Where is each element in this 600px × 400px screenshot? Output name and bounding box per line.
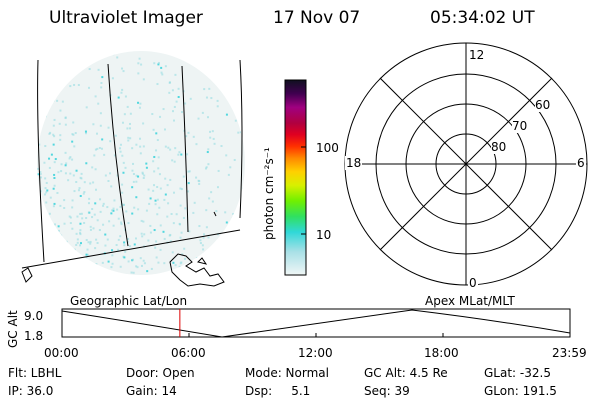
altitude-tick-bottom: 1.8 <box>24 329 44 343</box>
time-tick-label: 18:00 <box>424 346 459 360</box>
glat-status: GLat: -32.5 <box>484 366 551 380</box>
mode-status: Mode: Normal <box>245 366 329 380</box>
mlt-diagonal <box>379 77 553 251</box>
mlat-label: 70 <box>512 119 528 133</box>
observation-date: 17 Nov 07 <box>273 8 361 28</box>
seq-status: Seq: 39 <box>364 384 410 398</box>
filter-status: Flt: LBHL <box>8 366 62 380</box>
polar-mlat-mlt-plot <box>344 42 588 286</box>
altitude-curve <box>61 309 571 338</box>
altitude-axis-label: GC Alt <box>6 310 20 348</box>
mlt-label-noon: 12 <box>468 48 486 62</box>
altitude-timeline <box>61 308 571 338</box>
timeline-ticks <box>188 333 444 337</box>
mlt-label-midnight: 0 <box>468 276 478 290</box>
time-tick-label: 23:59 <box>552 346 587 360</box>
colorbar <box>284 79 307 276</box>
apex-projection-label: Apex MLat/MLT <box>425 294 515 308</box>
instrument-title: Ultraviolet Imager <box>49 8 203 28</box>
time-tick-label: 06:00 <box>171 346 206 360</box>
mlt-label-dusk: 18 <box>345 156 363 170</box>
colorbar-unit-label: photon cm⁻²s⁻¹ <box>262 147 276 240</box>
glon-status: GLon: 191.5 <box>484 384 557 398</box>
longitude-line <box>239 59 243 219</box>
dsp-status: Dsp: 5.1 <box>245 384 311 398</box>
altitude-tick-top: 9.0 <box>24 309 44 323</box>
mlt-label-dawn: 6 <box>576 156 586 170</box>
longitude-line <box>107 63 129 247</box>
polar-grid <box>344 42 588 286</box>
geographic-projection-label: Geographic Lat/Lon <box>70 294 188 308</box>
mlat-label: 60 <box>535 98 551 112</box>
gain-status: Gain: 14 <box>126 384 177 398</box>
latitude-line <box>21 229 241 269</box>
coastline <box>21 211 225 287</box>
observation-time: 05:34:02 UT <box>430 8 535 28</box>
time-tick-label: 12:00 <box>298 346 333 360</box>
colorbar-tick-label: 100 <box>316 141 339 155</box>
colorbar-tick-label: 10 <box>316 228 332 242</box>
door-status: Door: Open <box>126 366 195 380</box>
longitude-line <box>37 59 45 263</box>
uv-image-disk <box>37 51 245 275</box>
geographic-gridlines <box>21 59 243 269</box>
time-tick-label: 00:00 <box>44 346 79 360</box>
mlat-label: 80 <box>491 140 507 154</box>
gc-alt-status: GC Alt: 4.5 Re <box>364 366 448 380</box>
ip-status: IP: 36.0 <box>8 384 54 398</box>
longitude-line <box>181 65 189 233</box>
